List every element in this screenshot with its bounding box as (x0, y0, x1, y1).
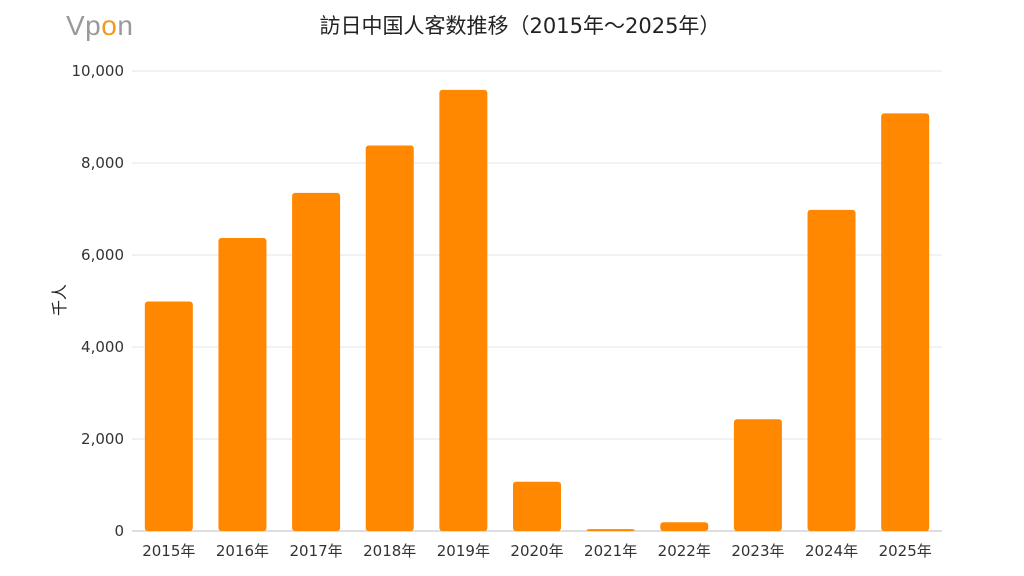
vpon-logo: Vpon (66, 10, 133, 42)
x-tick-label: 2020年 (510, 542, 563, 560)
bar-2022年 (660, 522, 709, 531)
x-tick-label: 2022年 (658, 542, 711, 560)
bar-2023年 (733, 419, 782, 531)
y-tick-label: 0 (114, 522, 124, 540)
bar-2018年 (365, 145, 414, 531)
bars (144, 89, 930, 532)
bar-2025年 (881, 113, 930, 531)
x-tick-label: 2016年 (216, 542, 269, 560)
x-axis-ticks: 2015年 2016年 2017年 2018年 2019年 2020年 2021年 2022年… (142, 542, 932, 560)
logo-text-accent: o (101, 10, 118, 41)
chart-title: 訪日中国人客数推移（2015年～2025年） (319, 14, 721, 38)
x-tick-label: 2018年 (363, 542, 416, 560)
bar-2017年 (292, 192, 341, 531)
x-tick-label: 2023年 (731, 542, 784, 560)
y-tick-label: 10,000 (72, 62, 125, 80)
y-tick-label: 4,000 (81, 338, 124, 356)
x-tick-label: 2015年 (142, 542, 195, 560)
bar-2016年 (218, 237, 267, 532)
bar-2015年 (144, 301, 193, 531)
bar-2019年 (439, 89, 488, 532)
y-tick-label: 8,000 (81, 154, 124, 172)
x-tick-label: 2017年 (289, 542, 342, 560)
logo-text-start: Vp (66, 10, 102, 41)
bar-2020年 (513, 481, 561, 531)
y-tick-label: 2,000 (81, 430, 124, 448)
x-tick-label: 2025年 (879, 542, 932, 560)
x-tick-label: 2019年 (437, 542, 490, 560)
x-tick-label: 2024年 (805, 542, 858, 560)
bar-2024年 (807, 209, 856, 532)
logo-text-end: n (117, 10, 134, 41)
y-tick-label: 6,000 (81, 246, 124, 264)
y-axis-ticks: 0 2,000 4,000 6,000 8,000 10,000 (72, 62, 125, 540)
x-tick-label: 2021年 (584, 542, 637, 560)
bar-2021年 (586, 529, 635, 531)
